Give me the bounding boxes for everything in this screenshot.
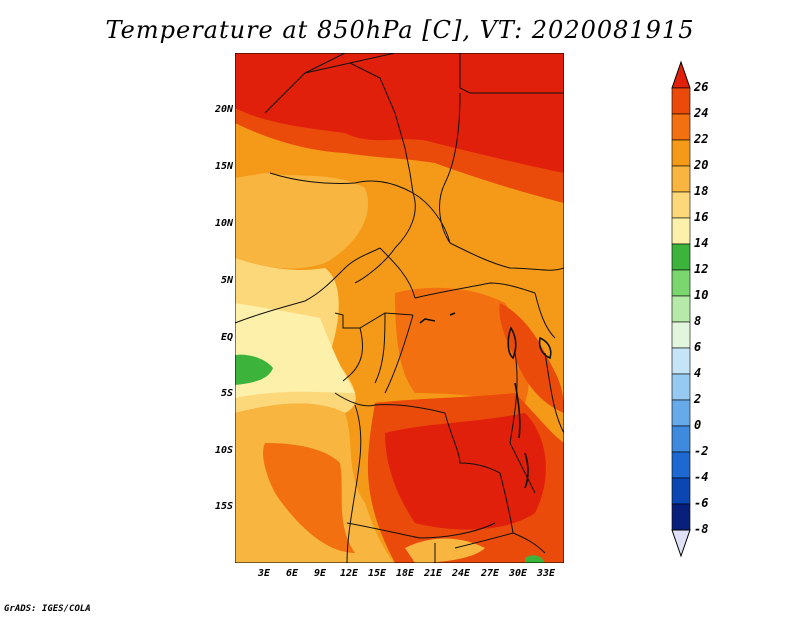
temperature-map xyxy=(235,53,564,563)
colorbar-label: 12 xyxy=(694,262,709,276)
lat-label-15s: 15S xyxy=(214,501,233,512)
field-west-18 xyxy=(235,173,369,269)
colorbar-label: 4 xyxy=(694,366,702,380)
field-green-south xyxy=(525,555,545,563)
colorbar-label: 2 xyxy=(694,392,702,406)
lon-label-24e: 24E xyxy=(451,568,471,579)
lat-label-10n: 10N xyxy=(214,218,233,229)
colorbar-segment xyxy=(671,295,691,323)
colorbar-segment xyxy=(671,321,691,349)
colorbar-label: 0 xyxy=(694,418,702,432)
country-borders xyxy=(235,53,564,563)
colorbar-segment xyxy=(671,477,691,505)
lat-label-15n: 15N xyxy=(214,161,233,172)
colorbar-segment xyxy=(671,243,691,271)
colorbar-segment xyxy=(671,373,691,401)
field-north-24 xyxy=(235,53,564,173)
colorbar-label: 26 xyxy=(694,80,709,94)
colorbar-segment xyxy=(671,347,691,375)
colorbar-label: 24 xyxy=(694,106,709,120)
colorbar-arrow-top xyxy=(671,60,691,89)
colorbar-segment xyxy=(671,191,691,219)
lon-label-15e: 15E xyxy=(367,568,387,579)
colorbar-segment xyxy=(671,165,691,193)
colorbar-label: 6 xyxy=(694,340,702,354)
lon-label-3e: 3E xyxy=(257,568,271,579)
field-southcoast-18 xyxy=(405,538,485,563)
colorbar-label: 18 xyxy=(694,184,709,198)
colorbar-segment xyxy=(671,269,691,297)
footer-credit: GrADS: IGES/COLA xyxy=(4,604,91,614)
colorbar xyxy=(671,60,691,558)
colorbar-label: 14 xyxy=(694,236,709,250)
lat-label-10s: 10S xyxy=(214,445,233,456)
lat-label-5s: 5S xyxy=(220,388,233,399)
colorbar-segment xyxy=(671,217,691,245)
colorbar-arrow-bottom xyxy=(671,529,691,558)
field-south-24 xyxy=(385,413,546,530)
colorbar-segment xyxy=(671,451,691,479)
colorbar-label: -8 xyxy=(694,522,709,536)
lakes xyxy=(419,312,552,489)
colorbar-label: 8 xyxy=(694,314,702,328)
field-central-20 xyxy=(395,287,529,403)
colorbar-label: 10 xyxy=(694,288,709,302)
lat-label-eq: EQ xyxy=(220,332,233,343)
colorbar-label: 20 xyxy=(694,158,709,172)
colorbar-label: -6 xyxy=(694,496,709,510)
colorbar-segment xyxy=(671,87,691,115)
colorbar-segment xyxy=(671,399,691,427)
map-title: Temperature at 850hPa [C], VT: 202008191… xyxy=(105,16,695,44)
colorbar-segment xyxy=(671,425,691,453)
colorbar-segment xyxy=(671,113,691,141)
lon-label-6e: 6E xyxy=(285,568,299,579)
colorbar-segment xyxy=(671,503,691,531)
colorbar-label: -2 xyxy=(694,444,709,458)
lon-label-21e: 21E xyxy=(423,568,443,579)
colorbar-label: 16 xyxy=(694,210,709,224)
lat-label-5n: 5N xyxy=(220,275,233,286)
field-green-12 xyxy=(235,354,273,385)
lon-label-30e: 30E xyxy=(508,568,528,579)
colorbar-segment xyxy=(671,139,691,167)
lat-label-20n: 20N xyxy=(214,104,233,115)
field-east-22 xyxy=(499,303,564,413)
colorbar-label: 22 xyxy=(694,132,709,146)
lon-label-9e: 9E xyxy=(313,568,327,579)
lon-label-12e: 12E xyxy=(339,568,359,579)
lon-label-18e: 18E xyxy=(395,568,415,579)
colorbar-label: -4 xyxy=(694,470,709,484)
field-southatlantic-20 xyxy=(263,443,355,553)
lon-label-33e: 33E xyxy=(536,568,556,579)
lon-label-27e: 27E xyxy=(480,568,500,579)
